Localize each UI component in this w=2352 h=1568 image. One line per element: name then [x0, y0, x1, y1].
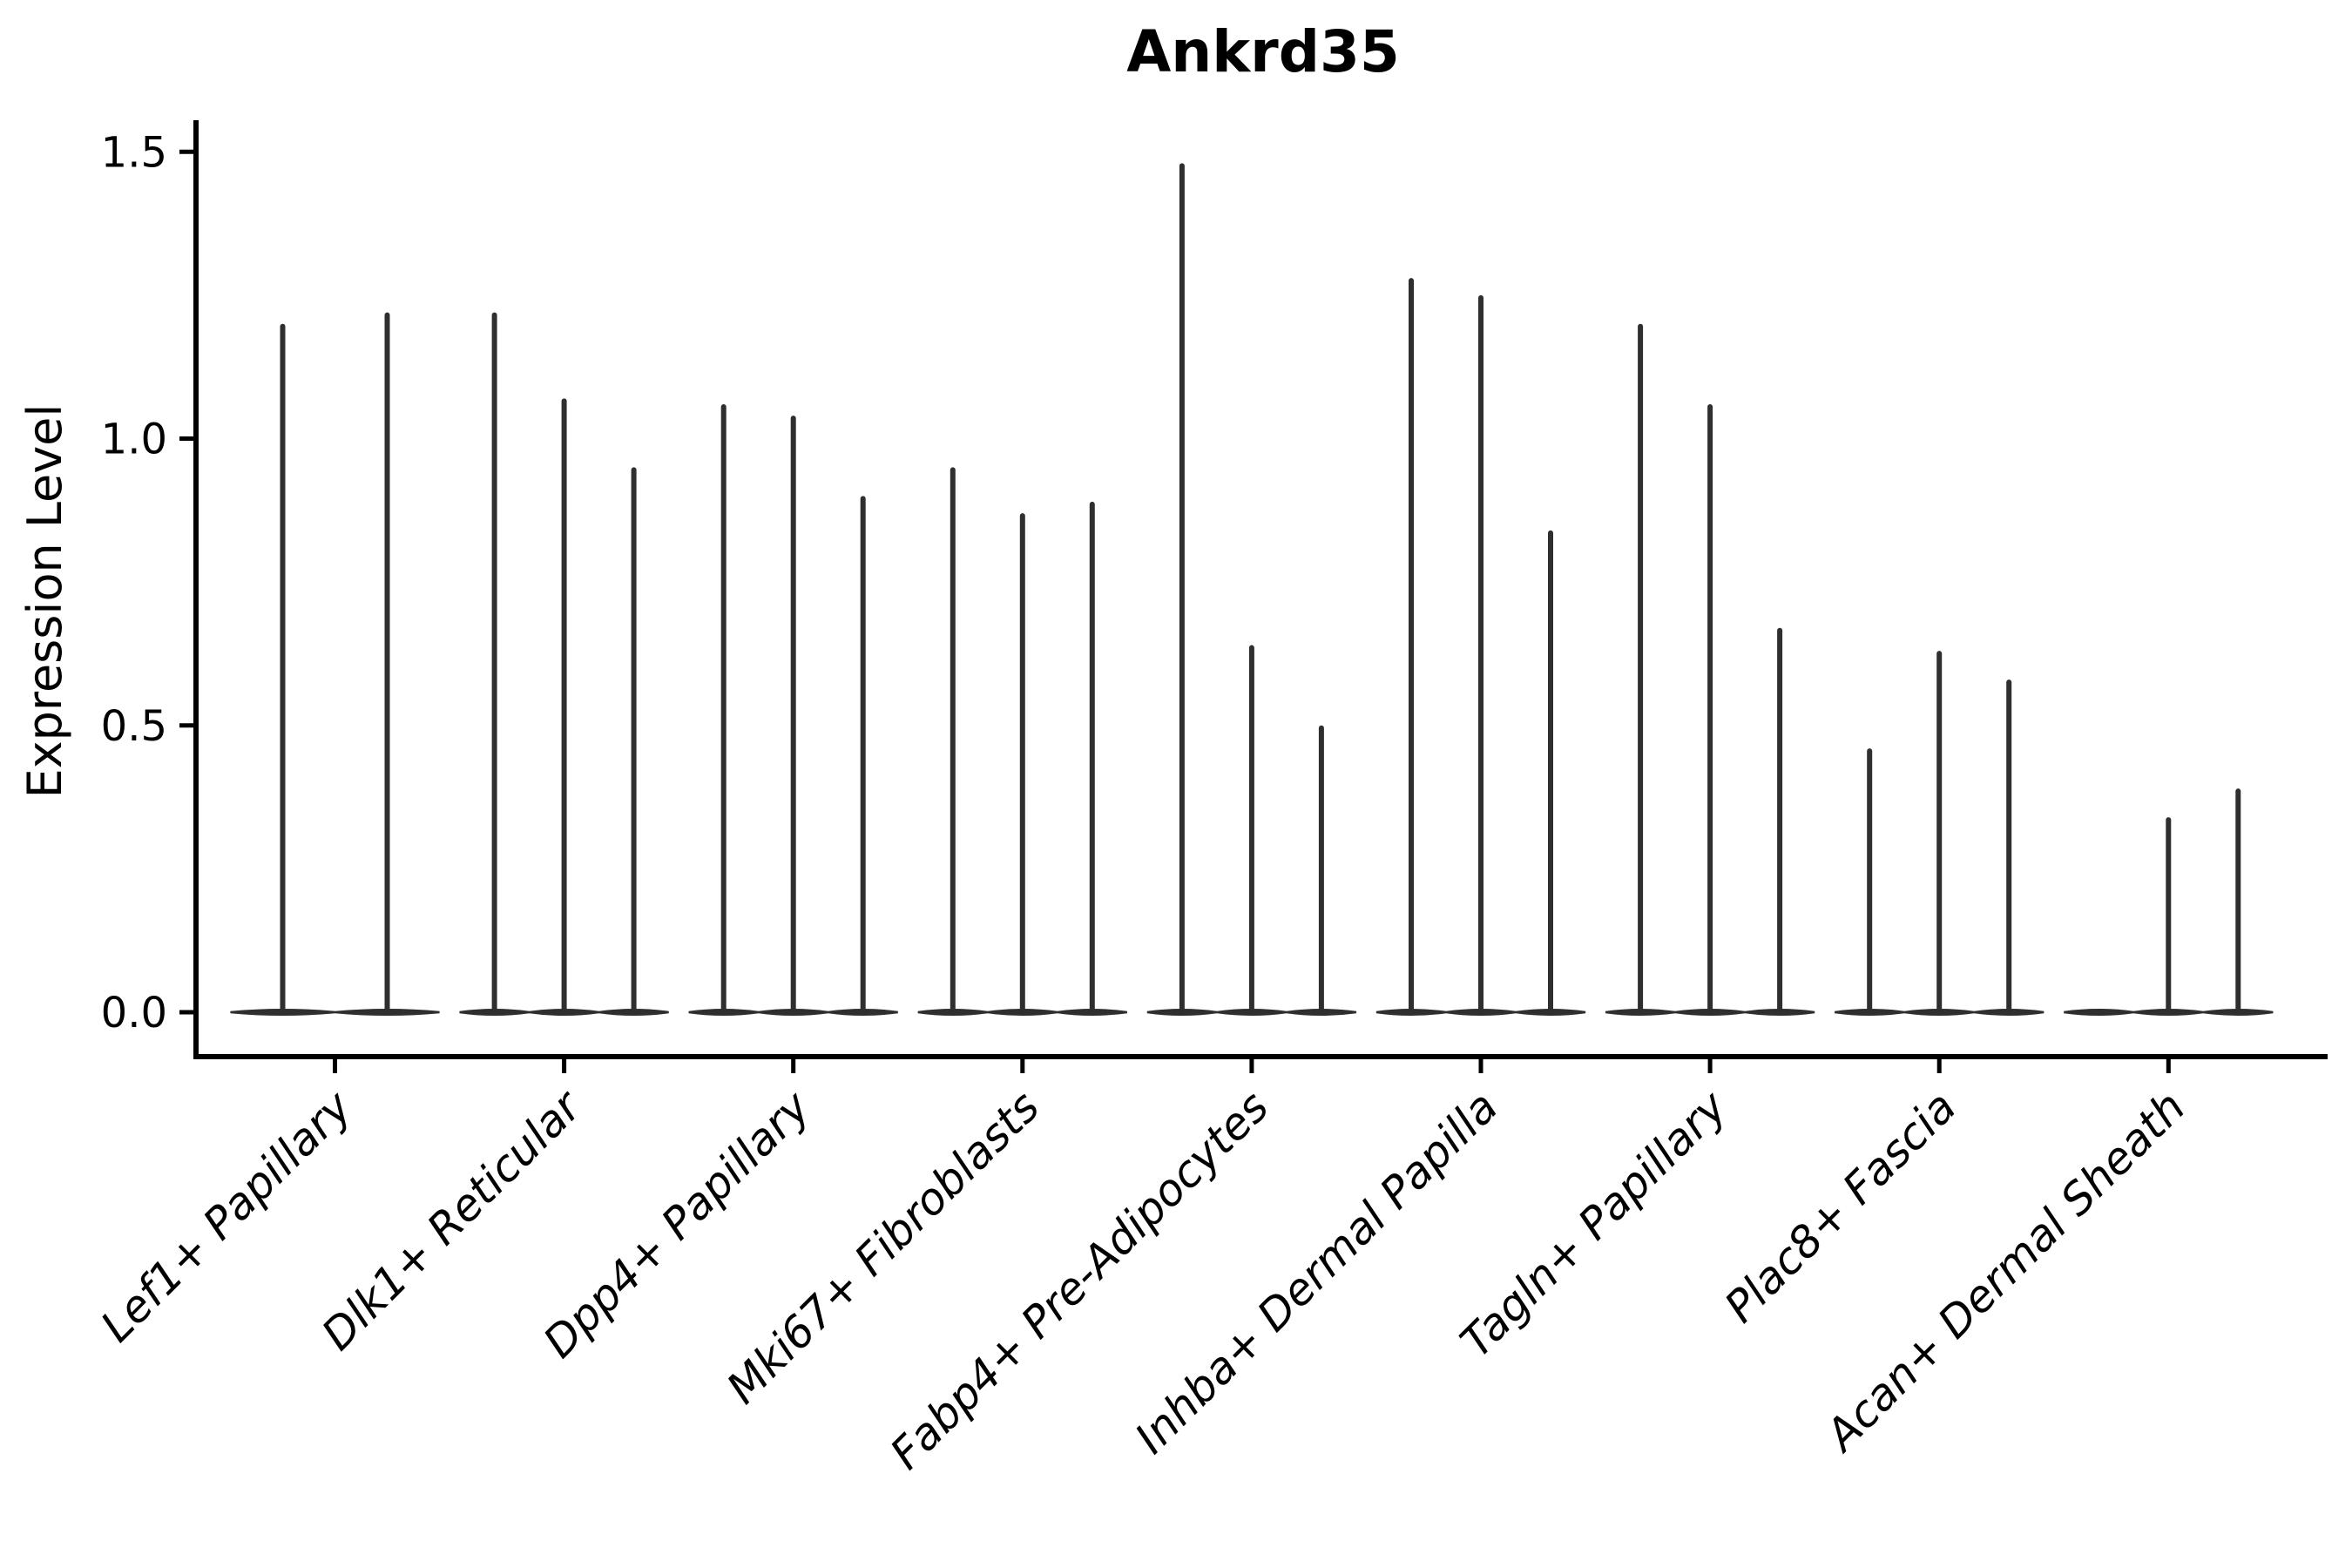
- y-axis-spine: [193, 120, 199, 1059]
- violin-spike: [561, 398, 567, 1012]
- y-tick-mark: [179, 1010, 193, 1015]
- violin-base: [2064, 1009, 2134, 1016]
- x-category-label: Inhba+ Dermal Papilla: [1125, 1081, 1507, 1463]
- violin-spike: [1777, 627, 1783, 1012]
- violin-spike: [1179, 163, 1185, 1013]
- y-axis-label: Expression Level: [17, 404, 72, 799]
- axes-layer: [179, 120, 2328, 1073]
- violin-spike: [790, 416, 796, 1012]
- violin-group: [230, 312, 440, 1016]
- y-tick-mark: [179, 723, 193, 728]
- x-category-label: Fabp4+ Pre-Adipocytes: [881, 1081, 1279, 1479]
- x-axis-spine: [193, 1054, 2328, 1059]
- violin-spike: [950, 467, 956, 1012]
- y-tick-label: 0.0: [101, 989, 167, 1037]
- violin-spike: [280, 323, 286, 1012]
- violin-spike: [2166, 817, 2172, 1012]
- violin-spike: [1707, 403, 1713, 1012]
- x-tick-mark: [1020, 1059, 1025, 1073]
- violin-spike: [1867, 748, 1873, 1012]
- violin-group: [1835, 651, 2044, 1016]
- violin-spike: [1409, 278, 1414, 1012]
- violin-group: [917, 467, 1127, 1016]
- x-category-label: Acan+ Dermal Sheath: [1815, 1081, 2195, 1462]
- y-tick-label: 0.5: [101, 702, 167, 751]
- violin-layer: [230, 163, 2274, 1016]
- x-category-label: Lef1+ Papillary: [91, 1080, 362, 1351]
- x-tick-mark: [791, 1059, 796, 1073]
- violin-group: [1146, 163, 1357, 1016]
- violin-group: [2064, 788, 2274, 1016]
- x-tick-mark: [1936, 1059, 1942, 1073]
- violin-spike: [1019, 513, 1025, 1012]
- violin-spike: [631, 467, 637, 1012]
- violin-spike: [2006, 679, 2012, 1012]
- x-tick-mark: [1707, 1059, 1713, 1073]
- x-tick-mark: [1249, 1059, 1254, 1073]
- x-tick-mark: [562, 1059, 567, 1073]
- violin-spike: [1248, 645, 1254, 1012]
- violin-group: [1605, 323, 1815, 1016]
- violin-spike: [1638, 323, 1644, 1012]
- x-category-label: Plac8+ Fascia: [1715, 1081, 1966, 1332]
- y-tick-label: 1.5: [101, 128, 167, 177]
- violin-spike: [1089, 501, 1095, 1012]
- violin-spike: [1318, 725, 1324, 1012]
- violin-spike: [2235, 788, 2241, 1012]
- violin-group: [1375, 278, 1586, 1016]
- violin-group: [688, 403, 898, 1016]
- x-tick-mark: [1478, 1059, 1484, 1073]
- chart-title: Ankrd35: [1126, 18, 1400, 85]
- y-tick-mark: [179, 436, 193, 441]
- violin-spike: [1478, 294, 1484, 1012]
- violin-spike: [384, 312, 390, 1012]
- x-tick-mark: [2166, 1059, 2171, 1073]
- violin-spike: [860, 496, 866, 1012]
- x-tick-mark: [333, 1059, 337, 1073]
- violin-spike: [491, 312, 497, 1012]
- violin-spike: [1936, 651, 1943, 1012]
- violin-group: [459, 312, 669, 1016]
- violin-spike: [1548, 530, 1553, 1012]
- y-tick-label: 1.0: [101, 416, 167, 464]
- y-tick-mark: [179, 149, 193, 154]
- violin-spike: [720, 403, 727, 1012]
